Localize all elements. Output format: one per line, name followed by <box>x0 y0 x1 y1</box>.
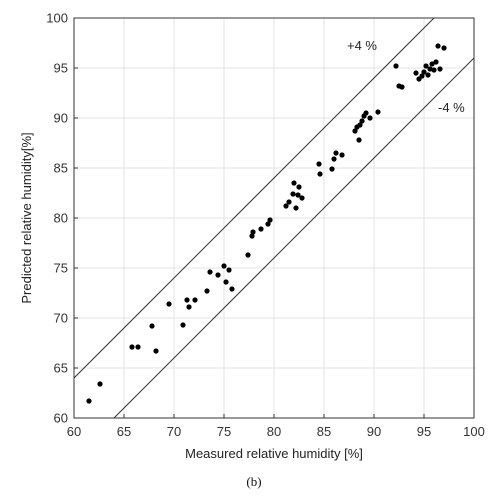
x-tick-label: 100 <box>463 424 485 439</box>
plus-4-percent-label: +4 % <box>347 38 377 53</box>
data-point <box>149 323 155 329</box>
data-point <box>184 297 190 303</box>
x-axis-label: Measured relative humidity [%] <box>185 446 363 461</box>
y-tick-label: 60 <box>54 411 68 426</box>
plus-4-percent-line <box>73 17 435 379</box>
data-point <box>429 61 435 67</box>
data-point <box>356 137 362 143</box>
data-point <box>441 45 447 51</box>
data-point <box>192 297 198 303</box>
minus-4-percent-label: -4 % <box>438 100 465 115</box>
data-point <box>226 267 232 273</box>
data-point <box>331 156 337 162</box>
data-point <box>291 180 297 186</box>
data-point <box>317 171 323 177</box>
y-axis-label: Predicted relative humidity[%] <box>19 132 34 303</box>
data-point <box>375 109 381 115</box>
data-point <box>129 344 135 350</box>
data-point <box>437 66 443 72</box>
y-tick-label: 65 <box>54 361 68 376</box>
x-tick-label: 75 <box>217 424 231 439</box>
x-tick-label: 85 <box>317 424 331 439</box>
data-point <box>421 69 427 75</box>
data-point <box>166 301 172 307</box>
data-point <box>204 288 210 294</box>
data-point <box>425 72 431 78</box>
axis-ticks: 60 65 70 75 80 85 90 95 100 60 65 70 75 80 85 90 95 100 <box>46 11 485 440</box>
data-point <box>431 67 437 73</box>
data-point <box>399 84 405 90</box>
data-point <box>427 66 433 72</box>
data-point <box>249 233 255 239</box>
minus-4-percent-line <box>113 57 475 419</box>
data-point <box>286 199 292 205</box>
data-point <box>258 226 264 232</box>
data-point <box>186 304 192 310</box>
data-point <box>357 122 363 128</box>
data-point <box>250 229 256 235</box>
y-tick-label: 100 <box>46 11 68 26</box>
y-tick-label: 90 <box>54 111 68 126</box>
data-point <box>433 59 439 65</box>
y-tick-label: 70 <box>54 311 68 326</box>
data-point <box>290 191 296 197</box>
data-point <box>265 221 271 227</box>
x-tick-label: 65 <box>117 424 131 439</box>
data-point <box>293 205 299 211</box>
data-point <box>352 128 358 134</box>
data-point <box>299 195 305 201</box>
data-point <box>135 344 141 350</box>
data-point <box>435 43 441 49</box>
x-tick-label: 80 <box>267 424 281 439</box>
data-point <box>419 73 425 79</box>
y-tick-label: 85 <box>54 161 68 176</box>
data-point <box>221 263 227 269</box>
data-point <box>295 192 301 198</box>
data-point <box>283 203 289 209</box>
data-point <box>229 286 235 292</box>
x-tick-label: 95 <box>417 424 431 439</box>
data-point <box>316 161 322 167</box>
data-point <box>413 70 419 76</box>
x-tick-label: 70 <box>167 424 181 439</box>
data-point <box>180 322 186 328</box>
data-point <box>329 166 335 172</box>
data-point <box>207 269 213 275</box>
data-point <box>423 63 429 69</box>
data-point <box>339 152 345 158</box>
data-point <box>97 381 103 387</box>
data-point <box>267 217 273 223</box>
data-point <box>215 272 221 278</box>
y-tick-label: 75 <box>54 261 68 276</box>
x-tick-label: 60 <box>67 424 81 439</box>
y-tick-label: 80 <box>54 211 68 226</box>
grid <box>74 18 474 418</box>
figure-caption: (b) <box>246 474 261 489</box>
data-point <box>86 398 92 404</box>
data-point <box>296 184 302 190</box>
data-point <box>223 279 229 285</box>
data-point <box>153 348 159 354</box>
data-point <box>359 118 365 124</box>
data-point <box>393 63 399 69</box>
data-point <box>363 110 369 116</box>
x-tick-label: 90 <box>367 424 381 439</box>
data-points <box>86 43 447 404</box>
data-point <box>245 252 251 258</box>
reference-lines <box>73 17 475 419</box>
y-tick-label: 95 <box>54 61 68 76</box>
data-point <box>367 115 373 121</box>
data-point <box>333 150 339 156</box>
